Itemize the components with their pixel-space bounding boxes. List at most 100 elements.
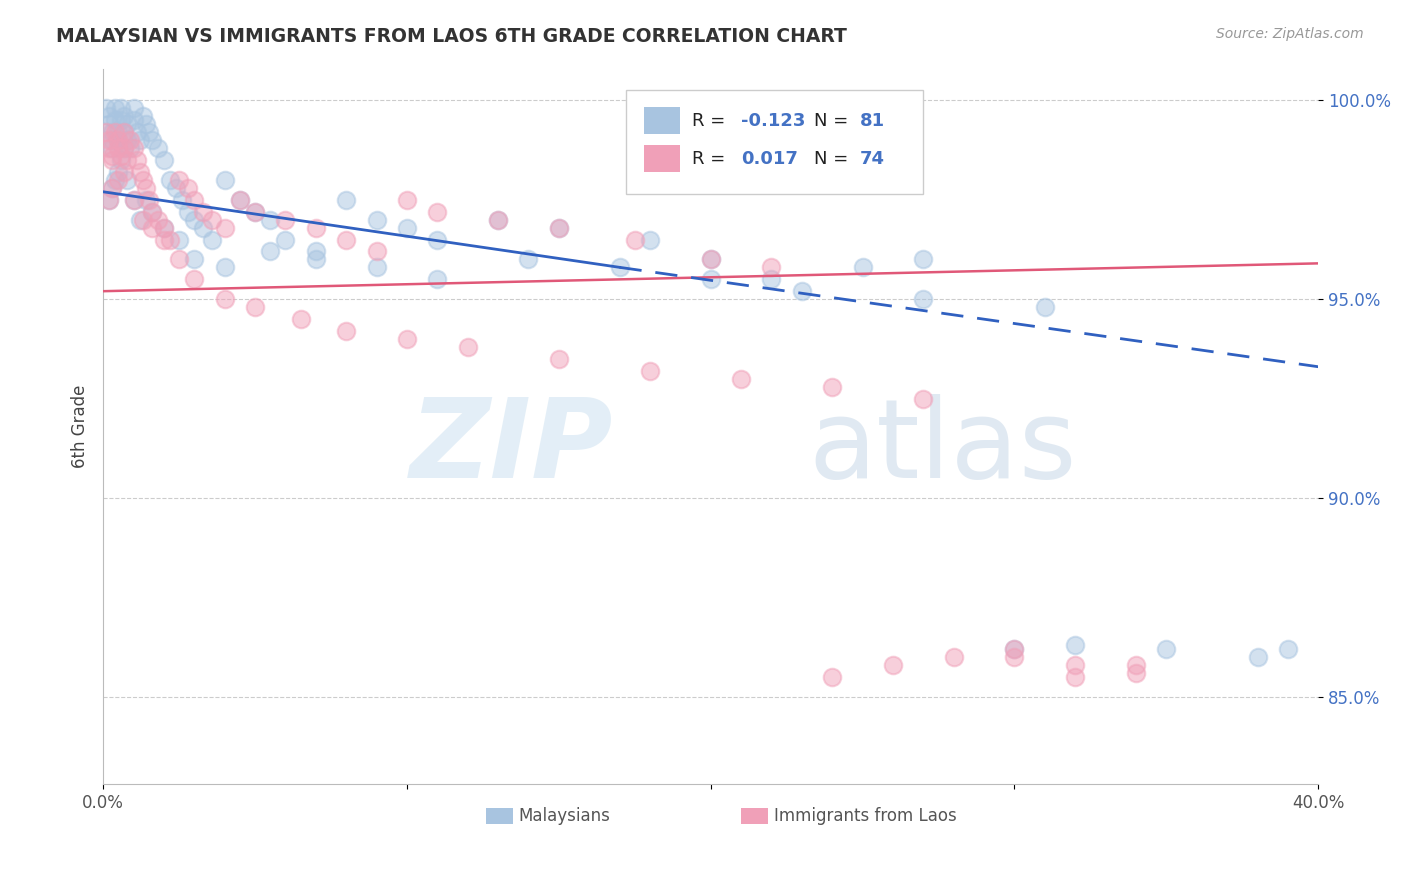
- Point: [117, 133, 139, 147]
- Point: [290, 312, 312, 326]
- Bar: [486, 808, 513, 823]
- Text: N =: N =: [814, 150, 853, 168]
- Point: [104, 125, 127, 139]
- Point: [183, 252, 205, 267]
- Point: [112, 125, 135, 139]
- Bar: [741, 808, 768, 823]
- Point: [153, 220, 176, 235]
- Point: [98, 141, 121, 155]
- Point: [274, 212, 297, 227]
- Point: [101, 149, 124, 163]
- Point: [699, 272, 721, 286]
- Point: [159, 173, 181, 187]
- Point: [122, 113, 145, 128]
- Text: Immigrants from Laos: Immigrants from Laos: [773, 806, 956, 825]
- Point: [125, 125, 148, 139]
- Point: [1064, 670, 1087, 684]
- Point: [305, 220, 328, 235]
- Y-axis label: 6th Grade: 6th Grade: [72, 384, 89, 468]
- Point: [165, 181, 187, 195]
- Point: [852, 260, 875, 275]
- Point: [98, 109, 121, 123]
- Point: [183, 193, 205, 207]
- Point: [135, 181, 157, 195]
- Point: [517, 252, 540, 267]
- Point: [426, 204, 449, 219]
- Point: [153, 233, 176, 247]
- Point: [942, 650, 965, 665]
- Text: 0.017: 0.017: [741, 150, 799, 168]
- Point: [882, 657, 904, 672]
- Point: [623, 233, 645, 247]
- Point: [96, 125, 118, 139]
- Point: [98, 193, 121, 207]
- Point: [638, 364, 661, 378]
- Point: [107, 125, 129, 139]
- Point: [107, 133, 129, 147]
- Point: [486, 212, 509, 227]
- Point: [122, 101, 145, 115]
- Point: [128, 212, 150, 227]
- Point: [1156, 642, 1178, 657]
- Point: [138, 193, 160, 207]
- Point: [141, 204, 163, 219]
- Point: [457, 340, 479, 354]
- Point: [101, 153, 124, 167]
- Point: [699, 252, 721, 267]
- Point: [107, 173, 129, 187]
- Point: [1246, 650, 1268, 665]
- Point: [112, 141, 135, 155]
- Point: [366, 260, 388, 275]
- Point: [821, 379, 844, 393]
- Point: [761, 260, 783, 275]
- Point: [122, 193, 145, 207]
- Point: [131, 109, 153, 123]
- Point: [214, 292, 236, 306]
- Point: [1004, 642, 1026, 657]
- Point: [1033, 300, 1056, 314]
- Text: ZIP: ZIP: [411, 394, 613, 501]
- Point: [104, 173, 127, 187]
- Point: [104, 101, 127, 115]
- Point: [229, 193, 252, 207]
- Point: [110, 149, 132, 163]
- Point: [107, 165, 129, 179]
- Point: [1125, 657, 1147, 672]
- Point: [547, 351, 569, 366]
- Point: [183, 272, 205, 286]
- Point: [122, 193, 145, 207]
- Point: [120, 133, 142, 147]
- Point: [912, 392, 935, 406]
- Point: [117, 173, 139, 187]
- Point: [912, 252, 935, 267]
- Point: [112, 165, 135, 179]
- Point: [426, 272, 449, 286]
- Point: [101, 181, 124, 195]
- Point: [96, 101, 118, 115]
- Text: MALAYSIAN VS IMMIGRANTS FROM LAOS 6TH GRADE CORRELATION CHART: MALAYSIAN VS IMMIGRANTS FROM LAOS 6TH GR…: [56, 27, 846, 45]
- Point: [1004, 650, 1026, 665]
- FancyBboxPatch shape: [626, 90, 924, 194]
- Point: [107, 141, 129, 155]
- Text: R =: R =: [693, 112, 731, 129]
- Point: [110, 113, 132, 128]
- Point: [547, 220, 569, 235]
- Point: [101, 133, 124, 147]
- Point: [98, 117, 121, 131]
- Point: [821, 670, 844, 684]
- Point: [547, 220, 569, 235]
- Point: [153, 153, 176, 167]
- Point: [101, 181, 124, 195]
- Point: [274, 233, 297, 247]
- Point: [110, 153, 132, 167]
- Point: [1277, 642, 1299, 657]
- Point: [104, 113, 127, 128]
- Text: 74: 74: [860, 150, 886, 168]
- Point: [395, 332, 418, 346]
- Text: Source: ZipAtlas.com: Source: ZipAtlas.com: [1216, 27, 1364, 41]
- Point: [146, 212, 169, 227]
- Point: [141, 220, 163, 235]
- Point: [790, 284, 813, 298]
- Point: [177, 181, 200, 195]
- Point: [101, 141, 124, 155]
